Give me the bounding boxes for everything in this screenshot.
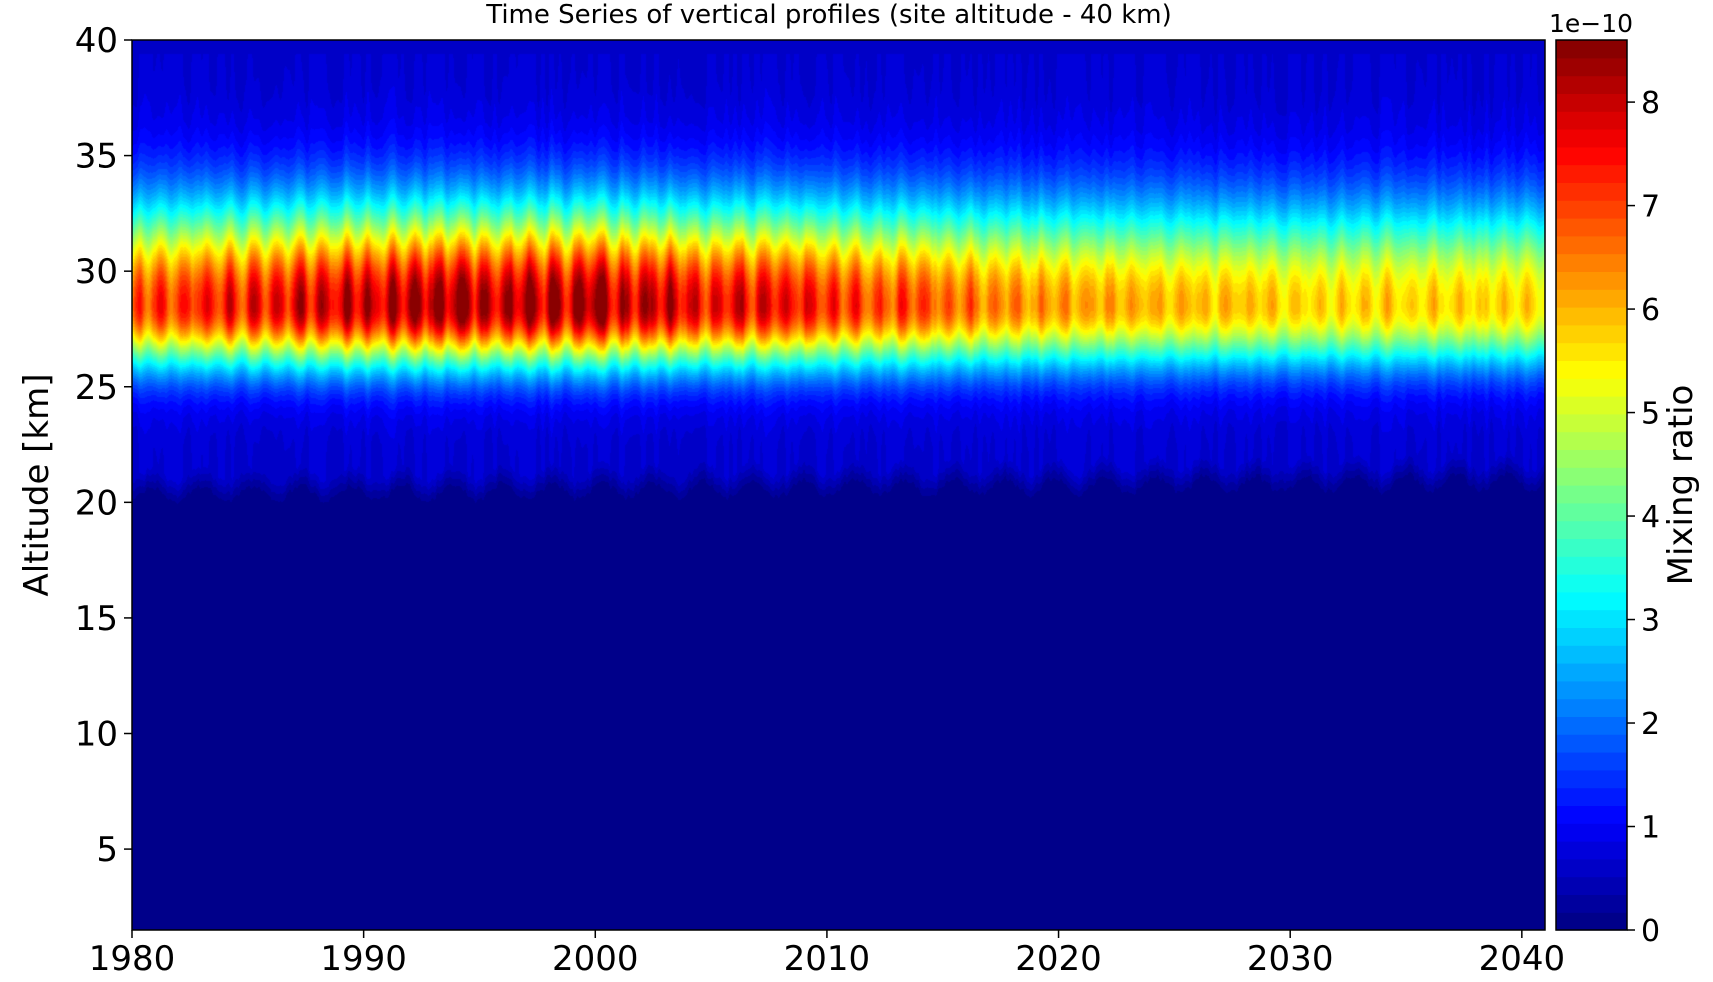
- colorbar-step: [1556, 467, 1627, 486]
- colorbar-tick-label: 7: [1641, 190, 1660, 225]
- x-tick-label: 2020: [1015, 939, 1102, 979]
- colorbar-step: [1556, 556, 1627, 575]
- colorbar-step: [1556, 271, 1627, 290]
- colorbar-step: [1556, 502, 1627, 522]
- colorbar-ticks: 0 1 2 3 4 5 6 7 8: [1627, 86, 1660, 949]
- colorbar-step: [1556, 894, 1627, 913]
- colorbar-step: [1556, 396, 1627, 415]
- colorbar-step: [1556, 680, 1627, 700]
- colorbar-step: [1556, 111, 1627, 130]
- y-tick-label: 20: [75, 483, 118, 523]
- heatmap-field: [132, 40, 1545, 930]
- x-tick-label: 1980: [89, 939, 176, 979]
- colorbar-step: [1556, 200, 1627, 219]
- colorbar-step: [1556, 876, 1627, 895]
- x-tick-label: 2040: [1479, 939, 1566, 979]
- y-axis: 5 10 15 20 25 30 35 40: [75, 21, 132, 870]
- colorbar-step: [1556, 57, 1627, 77]
- y-tick-label: 35: [75, 137, 118, 177]
- colorbar-step: [1556, 75, 1627, 94]
- colorbar-step: [1556, 253, 1627, 272]
- colorbar-tick-label: 2: [1641, 707, 1660, 742]
- colorbar-step: [1556, 538, 1627, 557]
- x-tick-label: 1990: [320, 939, 407, 979]
- y-tick-label: 15: [75, 599, 118, 639]
- colorbar-tick-label: 5: [1641, 397, 1660, 432]
- x-axis: 1980 1990 2000 2010 2020 2030 2040: [89, 930, 1565, 979]
- x-tick-label: 2010: [784, 939, 871, 979]
- colorbar-tick-label: 8: [1641, 86, 1660, 121]
- x-tick-label: 2030: [1247, 939, 1334, 979]
- colorbar-step: [1556, 378, 1627, 397]
- colorbar-step: [1556, 787, 1627, 806]
- colorbar-step: [1556, 129, 1627, 148]
- colorbar-step: [1556, 734, 1627, 753]
- colorbar-step: [1556, 752, 1627, 771]
- colorbar-step: [1556, 858, 1627, 878]
- colorbar-step: [1556, 182, 1627, 201]
- colorbar-step: [1556, 520, 1627, 539]
- colorbar-offset-text: 1e−10: [1549, 9, 1633, 38]
- colorbar-step: [1556, 485, 1627, 504]
- colorbar-step: [1556, 449, 1627, 468]
- colorbar-step: [1556, 342, 1627, 361]
- y-tick-label: 40: [75, 21, 118, 61]
- y-tick-label: 30: [75, 252, 118, 292]
- colorbar-tick-label: 3: [1641, 604, 1660, 639]
- colorbar-gradient: [1556, 40, 1627, 931]
- colorbar-tick-label: 6: [1641, 293, 1660, 328]
- colorbar-step: [1556, 663, 1627, 682]
- colorbar-step: [1556, 289, 1627, 308]
- colorbar-step: [1556, 360, 1627, 379]
- colorbar-step: [1556, 627, 1627, 646]
- colorbar-step: [1556, 40, 1627, 59]
- y-axis-label: Altitude [km]: [17, 373, 57, 596]
- y-tick-label: 25: [75, 368, 118, 408]
- colorbar-step: [1556, 769, 1627, 789]
- colorbar-step: [1556, 698, 1627, 717]
- colorbar-step: [1556, 93, 1627, 112]
- y-tick-label: 10: [75, 715, 118, 755]
- colorbar: 0 1 2 3 4 5 6 7 8 1e−10 Mixing ratio: [1549, 9, 1701, 949]
- colorbar-tick-label: 1: [1641, 811, 1660, 846]
- colorbar-step: [1556, 146, 1627, 166]
- colorbar-step: [1556, 574, 1627, 593]
- colorbar-step: [1556, 324, 1627, 344]
- colorbar-step: [1556, 841, 1627, 860]
- colorbar-tick-label: 4: [1641, 500, 1660, 535]
- colorbar-step: [1556, 823, 1627, 842]
- plot-frame: [131, 39, 1546, 931]
- colorbar-step: [1556, 431, 1627, 450]
- colorbar-label: Mixing ratio: [1661, 385, 1701, 586]
- colorbar-step: [1556, 912, 1627, 931]
- colorbar-step: [1556, 235, 1627, 255]
- colorbar-step: [1556, 645, 1627, 664]
- colorbar-tick-label: 0: [1641, 914, 1660, 949]
- colorbar-step: [1556, 164, 1627, 183]
- chart-title: Time Series of vertical profiles (site a…: [485, 0, 1171, 30]
- colorbar-step: [1556, 609, 1627, 628]
- colorbar-step: [1556, 716, 1627, 735]
- colorbar-step: [1556, 218, 1627, 237]
- colorbar-frame: [1555, 39, 1628, 931]
- x-tick-label: 2000: [552, 939, 639, 979]
- colorbar-step: [1556, 805, 1627, 824]
- plot-area: [131, 39, 1546, 931]
- y-tick-label: 5: [96, 830, 118, 870]
- colorbar-step: [1556, 591, 1627, 611]
- colorbar-step: [1556, 307, 1627, 326]
- colorbar-step: [1556, 413, 1627, 433]
